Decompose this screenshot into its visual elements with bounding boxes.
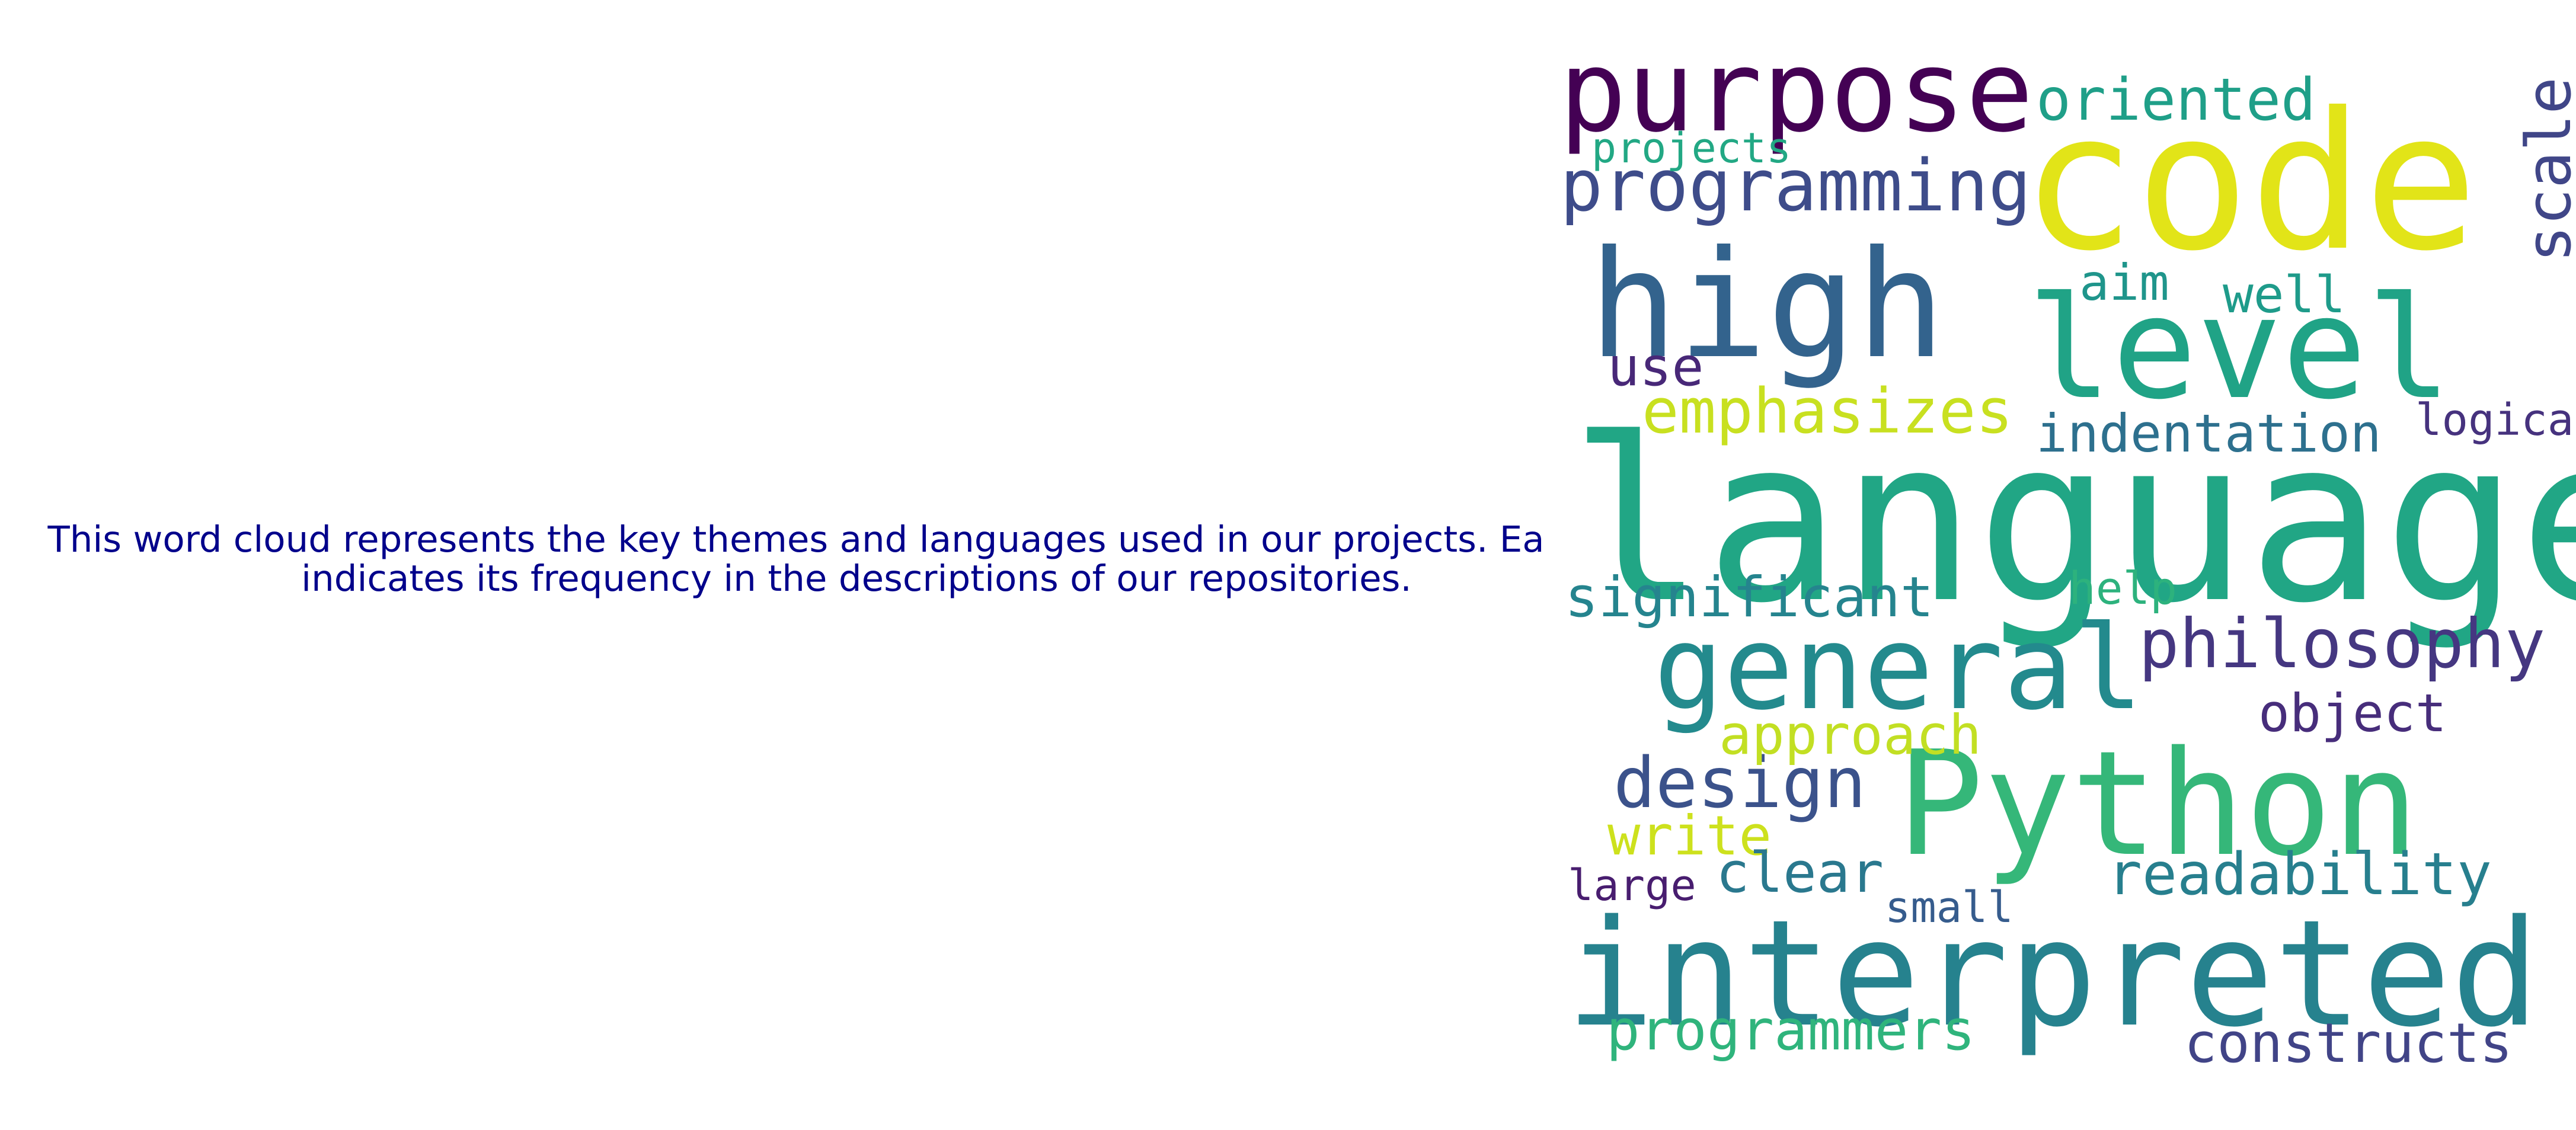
word-general: general: [1654, 601, 2144, 736]
word-projects: small: [1885, 882, 2014, 932]
word-logical: help: [2069, 562, 2178, 614]
word-programmers: programmers: [1606, 998, 1976, 1063]
word-write: approach: [1719, 703, 1982, 767]
word-interpreted: interpreted: [1566, 889, 2540, 1059]
word-indentation: indentation: [2036, 403, 2382, 464]
word-constructs: constructs: [2184, 1011, 2513, 1075]
word-object: object: [2258, 683, 2447, 744]
caption: This word cloud represents the key theme…: [0, 520, 1713, 598]
word-use: clear: [1716, 841, 1884, 905]
word-python: Python: [1897, 720, 2420, 888]
word-philosophy: philosophy: [2139, 604, 2546, 683]
word-well: use: [1607, 336, 1704, 398]
word-scale: projects: [1591, 124, 1792, 172]
word-readability: readability: [2107, 841, 2492, 908]
word-cloud: language code interpreted Python high le…: [1541, 0, 2576, 1130]
word-significant: significant: [1565, 565, 1934, 630]
word-approach: scale: [2513, 77, 2576, 263]
word-emphasizes: emphasizes: [1642, 375, 2014, 447]
word-language: language: [1570, 390, 2576, 652]
word-small: large: [1568, 860, 1696, 910]
word-design: design: [1613, 742, 1867, 824]
word-clear: write: [1607, 804, 1772, 867]
caption-line-1: This word cloud represents the key theme…: [47, 518, 1666, 561]
word-code: code: [2021, 72, 2478, 293]
caption-line-2: indicates its frequency in the descripti…: [301, 558, 1412, 600]
word-programming: programming: [1560, 145, 2031, 228]
word-aim: well: [2223, 265, 2346, 325]
word-level: level: [2027, 267, 2452, 431]
word-purpose: purpose: [1559, 26, 2034, 157]
word-high: high: [1589, 219, 1946, 391]
word-help: aim: [2079, 254, 2169, 312]
word-oriented: oriented: [2036, 66, 2316, 134]
